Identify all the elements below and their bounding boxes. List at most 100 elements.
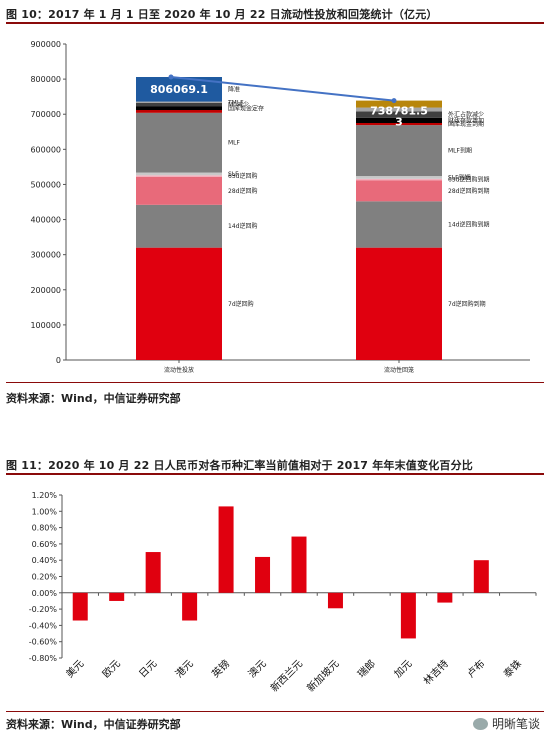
figure-10-top-rule <box>6 22 544 24</box>
segment-label: MLF <box>228 140 241 147</box>
watermark: 明晰笔谈 <box>472 715 540 732</box>
total-marker <box>168 74 174 80</box>
x-category-label: 卢布 <box>464 657 487 680</box>
y-tick-label: 900000 <box>30 40 61 49</box>
x-category-label: 加元 <box>392 658 415 681</box>
fx-bar <box>109 592 125 601</box>
y-tick-label: -0.40% <box>29 621 58 630</box>
y-tick-label: 0.40% <box>32 556 58 565</box>
y-tick-label: 700000 <box>30 110 61 119</box>
y-tick-label: 0.60% <box>32 540 58 549</box>
bar-segment <box>356 125 442 177</box>
total-label-withdrawal: 738781.5 <box>370 105 428 118</box>
total-marker <box>391 98 397 104</box>
x-category-label: 美元 <box>63 657 86 680</box>
fx-bar <box>255 556 271 593</box>
segment-label: 14d逆回购 <box>228 222 257 230</box>
segment-label: 28d逆回购到期 <box>448 187 489 195</box>
bar-segment <box>136 176 222 205</box>
fx-bar <box>437 592 453 603</box>
x-category-label: 英镑 <box>209 657 232 680</box>
segment-label: SLF <box>228 171 239 178</box>
x-category-label: 日元 <box>137 658 159 680</box>
segment-label: 国库现金定存 <box>228 104 264 112</box>
y-tick-label: -0.60% <box>29 638 58 647</box>
segment-label: MLF到期 <box>448 147 472 155</box>
fx-bar <box>400 592 416 639</box>
segment-label: 14d逆回购到期 <box>448 220 489 228</box>
figure-11-bottom-rule <box>6 711 544 712</box>
y-tick-label: -0.20% <box>29 605 58 614</box>
bar-segment <box>136 106 222 111</box>
x-category-label: 澳元 <box>245 657 268 680</box>
segment-label: 国库现金到期 <box>448 120 484 128</box>
bar-segment <box>136 102 222 107</box>
segment-label: 63d逆回购到期 <box>448 176 489 184</box>
figure-10-source: 资料来源：Wind，中信证券研究部 <box>6 392 181 405</box>
y-tick-label: 500000 <box>30 180 61 189</box>
bar-segment <box>356 180 442 202</box>
x-category-label: 瑞郎 <box>355 657 378 680</box>
bar-segment <box>136 112 222 173</box>
bar-segment <box>356 178 442 181</box>
figure-11-top-rule <box>6 473 544 475</box>
bar-segment <box>356 111 442 118</box>
figure-11-title: 图 11：2020 年 10 月 22 日人民币对各币种汇率当前值相对于 201… <box>6 459 473 472</box>
x-category-label: 港元 <box>173 658 196 681</box>
total-label-withdrawal-tail: 3 <box>395 116 403 129</box>
segment-label: 7d逆回购 <box>228 300 254 308</box>
bar-segment <box>136 172 222 176</box>
x-category-label: 泰铢 <box>501 657 524 680</box>
y-tick-label: 100000 <box>30 321 61 330</box>
x-category-label: 林吉特 <box>421 657 451 687</box>
liquidity-stacked-bar-chart: 0 100000 200000 300000 400000 500000 600000 700… <box>30 40 530 374</box>
bar-segment <box>136 175 222 177</box>
bar-segment <box>356 107 442 112</box>
bar-segment <box>356 247 442 360</box>
segment-label: M0减少 <box>228 101 249 109</box>
bar-segment <box>356 123 442 126</box>
fx-bar <box>291 536 307 593</box>
segment-label: SLF到期 <box>448 173 471 181</box>
wechat-icon <box>472 717 488 730</box>
x-category-label: 欧元 <box>100 658 123 681</box>
y-tick-label: 600000 <box>30 145 61 154</box>
total-label-injection: 806069.1 <box>150 83 208 96</box>
y-tick-label: -0.80% <box>29 654 58 663</box>
x-category-label: 流动性回笼 <box>384 366 414 374</box>
bar-segment <box>136 110 222 113</box>
segment-label: 28d逆回购 <box>228 187 257 195</box>
fx-bar <box>218 506 234 593</box>
fx-bar <box>72 592 88 621</box>
y-tick-label: 1.00% <box>32 507 58 516</box>
y-tick-label: 400000 <box>30 216 61 225</box>
x-category-label: 新加坡元 <box>304 657 341 694</box>
x-category-label: 新西兰元 <box>268 657 305 694</box>
bar-segment <box>356 201 442 248</box>
y-tick-label: 1.20% <box>32 491 58 500</box>
total-line <box>170 75 395 102</box>
y-tick-label: 200000 <box>30 286 61 295</box>
bar-segment <box>356 117 442 123</box>
y-tick-label: 0 <box>56 356 61 365</box>
bar-segment <box>356 100 442 108</box>
bar-segment <box>136 101 222 103</box>
bar-segment <box>136 204 222 248</box>
bar-segment <box>356 176 442 179</box>
y-tick-label: 0.00% <box>32 589 58 598</box>
x-category-label: 流动性投放 <box>164 366 194 374</box>
segment-label: 财政存款增加 <box>448 116 484 124</box>
y-tick-label: 800000 <box>30 75 61 84</box>
figure-10-title: 图 10：2017 年 1 月 1 日至 2020 年 10 月 22 日流动性… <box>6 8 438 21</box>
y-tick-label: 300000 <box>30 251 61 260</box>
segment-label: 63d逆回购 <box>228 172 257 180</box>
y-tick-label: 0.20% <box>32 573 58 582</box>
fx-bar <box>327 592 343 609</box>
watermark-text: 明晰笔谈 <box>491 717 540 731</box>
bar-segment <box>136 247 222 360</box>
segment-label: TMLF <box>227 99 244 106</box>
fx-bar <box>473 560 489 593</box>
fx-bar <box>145 552 161 593</box>
segment-label: 外汇占款减少 <box>448 111 484 119</box>
figure-11-source: 资料来源：Wind，中信证券研究部 <box>6 718 181 731</box>
